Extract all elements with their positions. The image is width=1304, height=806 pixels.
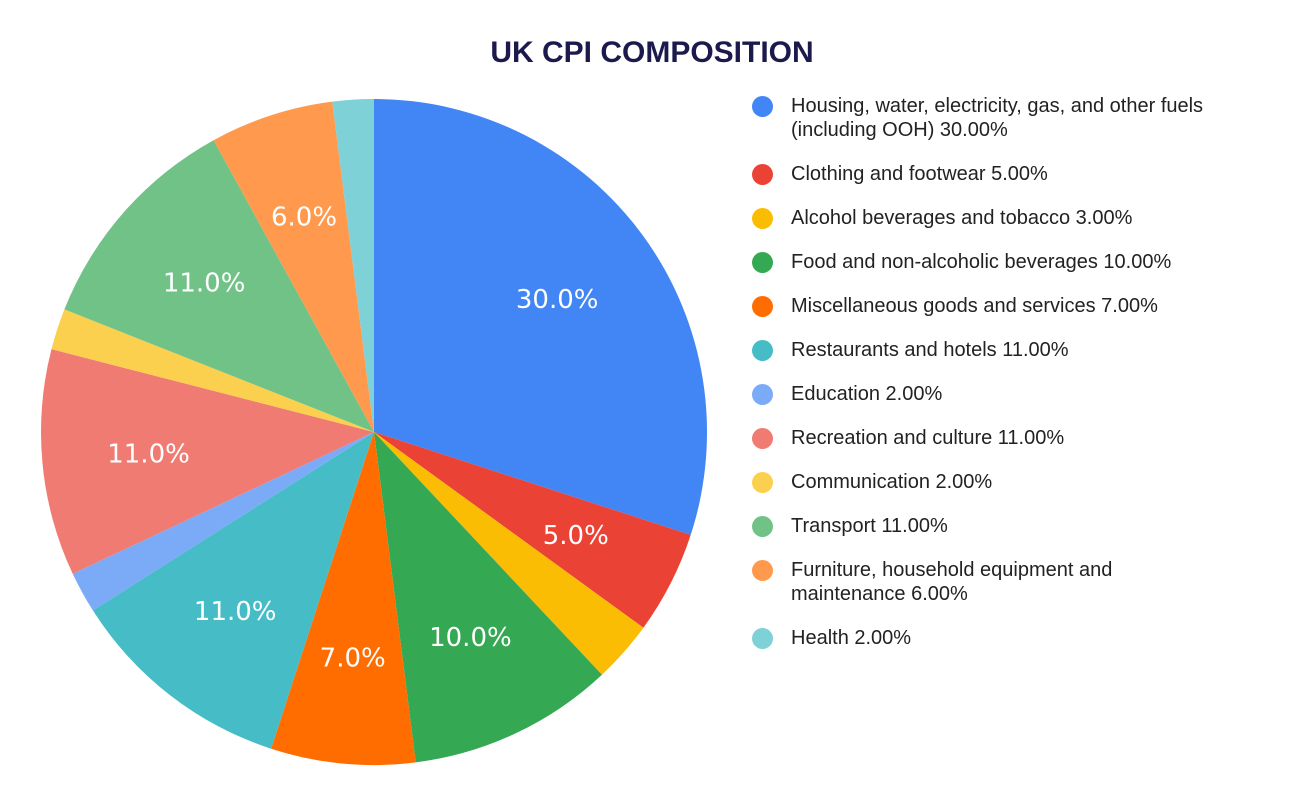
legend-label: Housing, water, electricity, gas, and ot… <box>791 95 1204 141</box>
slice-data-label: 11.0% <box>107 439 190 469</box>
legend-marker-icon <box>752 628 773 649</box>
legend-item: Recreation and culture 11.00% <box>752 426 1222 450</box>
legend-item: Education 2.00% <box>752 382 1222 406</box>
legend-item: Housing, water, electricity, gas, and ot… <box>752 94 1222 142</box>
slice-data-label: 30.0% <box>516 285 599 315</box>
legend-item: Transport 11.00% <box>752 514 1222 538</box>
legend-marker-icon <box>752 384 773 405</box>
pie-slice <box>374 432 644 675</box>
slice-data-label: 7.0% <box>320 643 386 673</box>
pie-chart: 30.0% 5.0% 10.0% 7.0% 11.0% 11.0% 11.0% 6.0% <box>41 99 707 765</box>
pie-slice <box>271 432 416 765</box>
pie-slice <box>92 432 374 749</box>
legend-label: Education 2.00% <box>791 383 943 405</box>
pie-slice <box>64 140 374 432</box>
pie-slice <box>51 309 375 432</box>
legend-label: Clothing and footwear 5.00% <box>791 163 1048 185</box>
legend-marker-icon <box>752 472 773 493</box>
slice-data-label: 6.0% <box>271 203 337 233</box>
legend-label: Miscellaneous goods and services 7.00% <box>791 295 1158 317</box>
legend-label: Furniture, household equipment and maint… <box>791 559 1113 605</box>
legend-marker-icon <box>752 516 773 537</box>
legend-item: Clothing and footwear 5.00% <box>752 162 1222 186</box>
legend-marker-icon <box>752 96 773 117</box>
legend-item: Alcohol beverages and tobacco 3.00% <box>752 206 1222 230</box>
legend-label: Communication 2.00% <box>791 471 993 493</box>
pie-slice <box>374 99 707 535</box>
legend-label: Alcohol beverages and tobacco 3.00% <box>791 207 1133 229</box>
chart-title: UK CPI COMPOSITION <box>490 36 814 69</box>
pie-slice <box>41 349 374 574</box>
legend-label: Health 2.00% <box>791 627 912 649</box>
legend-marker-icon <box>752 428 773 449</box>
pie-slice <box>374 432 602 763</box>
legend-marker-icon <box>752 164 773 185</box>
slice-data-label: 5.0% <box>543 521 609 551</box>
legend-label: Recreation and culture 11.00% <box>791 427 1065 449</box>
legend-marker-icon <box>752 252 773 273</box>
legend-item: Miscellaneous goods and services 7.00% <box>752 294 1222 318</box>
legend-label: Restaurants and hotels 11.00% <box>791 339 1069 361</box>
pie-slice <box>332 99 374 432</box>
slice-data-label: 11.0% <box>163 268 246 298</box>
legend: Housing, water, electricity, gas, and ot… <box>752 94 1222 670</box>
legend-label: Food and non-alcoholic beverages 10.00% <box>791 251 1172 273</box>
slice-data-label: 11.0% <box>194 597 277 627</box>
slice-data-label: 10.0% <box>429 623 512 653</box>
legend-marker-icon <box>752 208 773 229</box>
pie-slice <box>72 432 374 611</box>
legend-marker-icon <box>752 296 773 317</box>
legend-item: Communication 2.00% <box>752 470 1222 494</box>
legend-marker-icon <box>752 340 773 361</box>
legend-item: Furniture, household equipment and maint… <box>752 558 1222 606</box>
legend-item: Food and non-alcoholic beverages 10.00% <box>752 250 1222 274</box>
legend-item: Health 2.00% <box>752 626 1222 650</box>
legend-item: Restaurants and hotels 11.00% <box>752 338 1222 362</box>
pie-slice <box>213 101 374 433</box>
legend-label: Transport 11.00% <box>791 515 948 537</box>
legend-marker-icon <box>752 560 773 581</box>
pie-slice <box>374 432 691 628</box>
